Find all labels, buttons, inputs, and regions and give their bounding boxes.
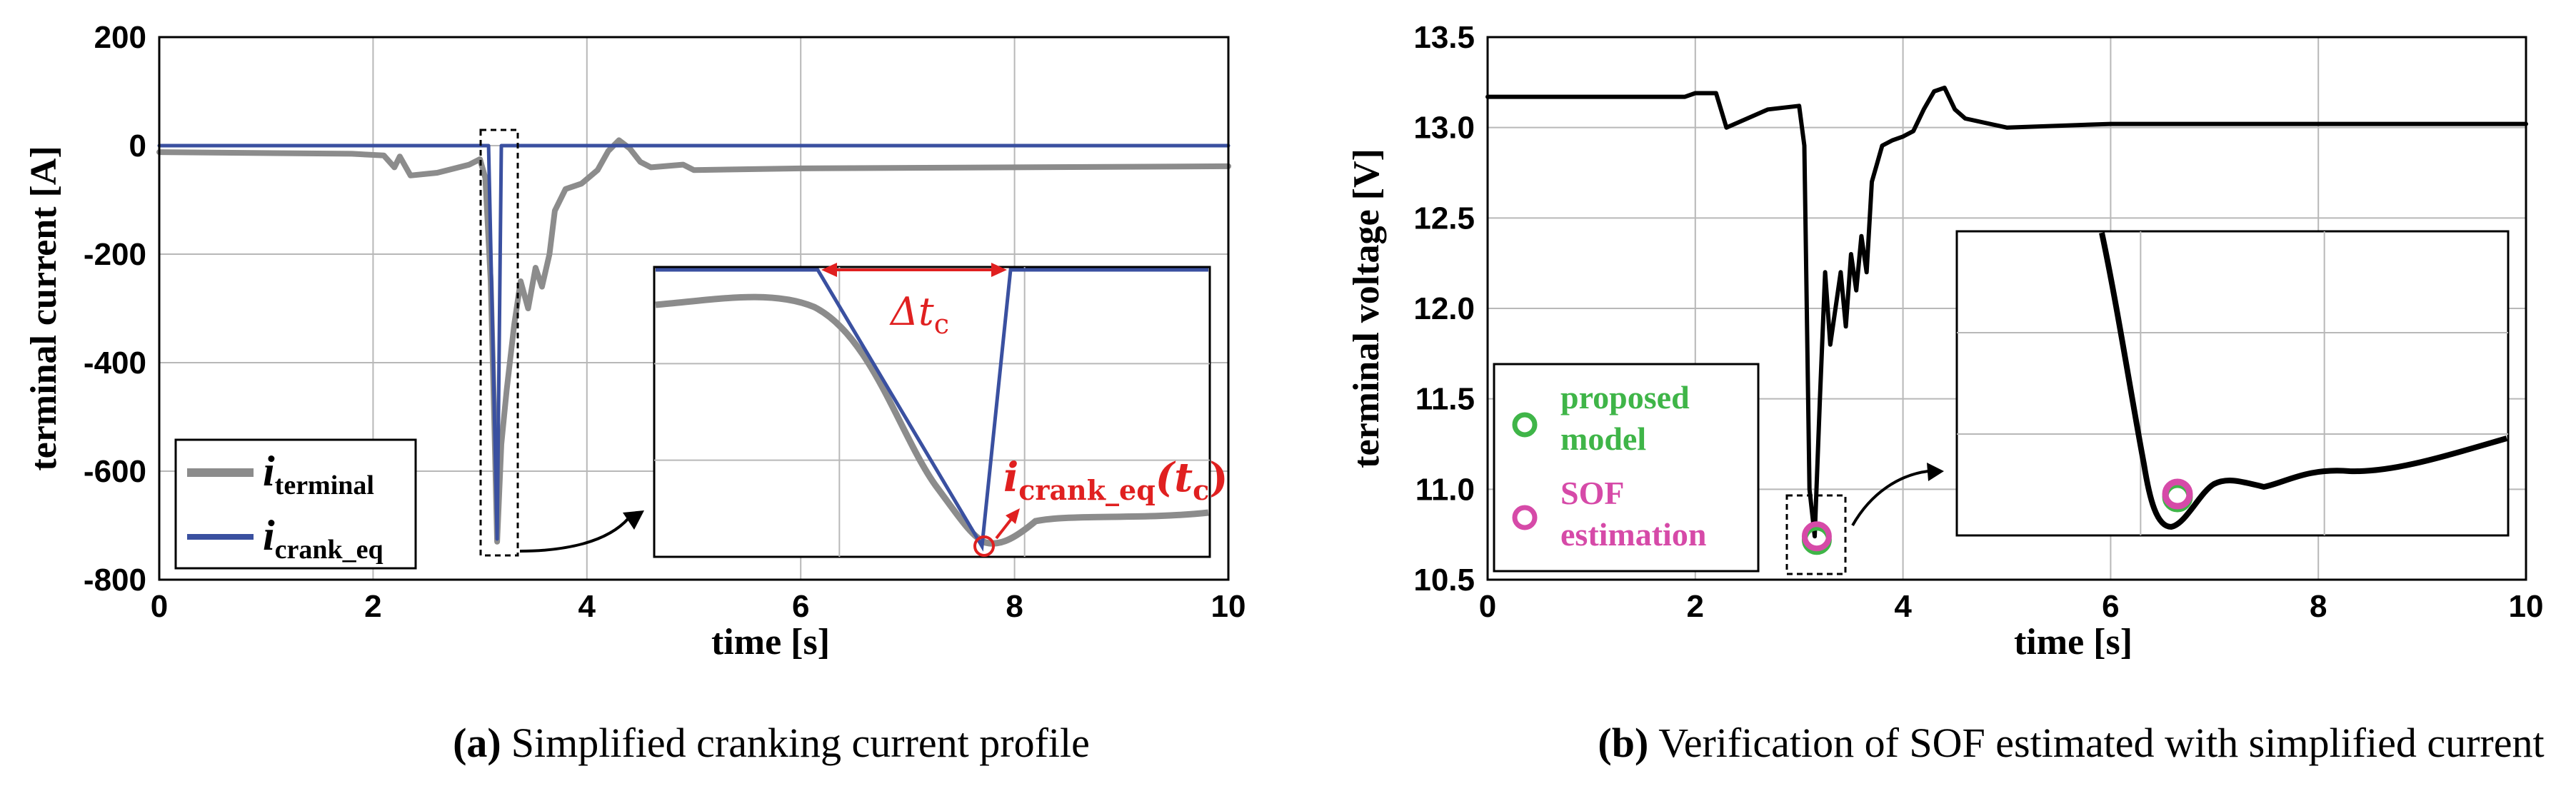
- a-delta-arrowhead-right: [991, 263, 1007, 277]
- a-ytick-3: -400: [84, 346, 146, 381]
- b-series-voltage-line: [1485, 85, 2528, 539]
- b-ytick-4: 11.5: [1415, 382, 1475, 417]
- a-legend-terminal-main: i: [263, 448, 275, 495]
- panel-b: 0 2 4 6 8 10 13.5 13.0 12.5 12.0 11.5 11.0 10.5 time…: [1346, 20, 2545, 766]
- a-crank-point-marker: [973, 535, 995, 557]
- b-legend-sof-line1: SOF: [1560, 475, 1624, 511]
- a-point-sub: crank_eq: [1018, 474, 1155, 506]
- a-ylabel: terminal current [A]: [24, 146, 64, 470]
- a-legend-box: [174, 438, 417, 570]
- a-legend: iterminal icrank_eq: [174, 438, 417, 570]
- b-ytick-0: 13.5: [1413, 20, 1475, 55]
- b-xtick-1: 2: [1687, 589, 1704, 624]
- a-inset-terminal-line: [655, 293, 1209, 547]
- b-legend-sof-symbol: [1512, 505, 1538, 530]
- b-legend: proposed model SOF estimation: [1493, 363, 1760, 573]
- a-xtick-0: 0: [151, 589, 168, 624]
- a-ytick-2: -200: [84, 237, 146, 272]
- a-ytick-4: -600: [84, 454, 146, 489]
- a-legend-crank-sub: crank_eq: [275, 535, 384, 565]
- a-legend-terminal-sub: terminal: [275, 470, 374, 500]
- a-caption: (a) Simplified cranking current profile: [453, 720, 1090, 766]
- b-inset-sof-marker: [2162, 478, 2193, 510]
- a-plot-frame: [158, 36, 1230, 581]
- a-point-arg-close: ): [1209, 454, 1228, 501]
- a-ticks: 0 2 4 6 8 10 200 0 -200 -400 -600 -800: [84, 20, 1246, 624]
- b-caption-letter: (b): [1598, 720, 1648, 766]
- a-xtick-4: 8: [1006, 589, 1023, 624]
- b-xlabel: time [s]: [2014, 622, 2133, 663]
- a-point-arrowhead: [1006, 508, 1020, 524]
- a-zoom-arrowhead: [623, 510, 644, 530]
- a-point-arg-sub: c: [1193, 474, 1209, 506]
- a-xtick-3: 6: [792, 589, 809, 624]
- b-inset: [1955, 230, 2510, 537]
- a-xtick-1: 2: [364, 589, 381, 624]
- a-inset-frame: [653, 266, 1211, 558]
- a-inset-crank-line: [656, 268, 1208, 552]
- b-caption-text: Verification of SOF estimated with simpl…: [1658, 720, 2544, 766]
- a-caption-text: Simplified cranking current profile: [511, 720, 1090, 766]
- b-marker-sof: [1801, 521, 1832, 552]
- b-ytick-3: 12.0: [1413, 291, 1475, 326]
- a-delta-main: Δt: [889, 289, 934, 334]
- b-ytick-6: 10.5: [1413, 563, 1475, 598]
- b-inset-voltage-line: [2099, 232, 2508, 530]
- a-delta-sub: c: [934, 308, 949, 340]
- a-xtick-2: 4: [578, 589, 596, 624]
- a-delta-arrowhead-left: [821, 263, 837, 277]
- a-point-main: i: [1003, 454, 1018, 501]
- b-legend-proposed-symbol: [1512, 412, 1538, 438]
- b-legend-proposed-line2: model: [1560, 420, 1646, 457]
- b-ytick-1: 13.0: [1413, 111, 1475, 146]
- b-ticks: 0 2 4 6 8 10 13.5 13.0 12.5 12.0 11.5 11.0 10.5: [1413, 20, 2543, 624]
- b-inset-grid: [1957, 231, 2508, 535]
- a-series-i-terminal-line: [156, 137, 1231, 545]
- b-xtick-5: 10: [2509, 589, 2544, 624]
- b-xtick-4: 8: [2310, 589, 2327, 624]
- b-ytick-2: 12.5: [1413, 201, 1475, 236]
- b-zoom-arrow: [1851, 470, 1929, 526]
- b-ylabel: terminal voltage [V]: [1346, 148, 1387, 468]
- b-legend-box: [1493, 363, 1760, 573]
- a-point-label: icrank_eq(tc): [1003, 454, 1228, 506]
- a-zoom-box: [479, 129, 519, 557]
- b-zoom-arrowhead: [1927, 463, 1944, 481]
- a-ytick-5: -800: [84, 563, 146, 598]
- a-ytick-0: 200: [94, 20, 146, 55]
- b-legend-sof-line2: estimation: [1560, 516, 1706, 553]
- a-series-i-crank-eq-line: [157, 143, 1231, 541]
- a-delta-label: Δtc: [889, 289, 949, 340]
- b-xtick-3: 6: [2102, 589, 2119, 624]
- a-xlabel: time [s]: [711, 622, 830, 663]
- b-zoom-box: [1785, 494, 1847, 575]
- b-series: [1485, 85, 2528, 555]
- b-ytick-5: 11.0: [1415, 472, 1475, 507]
- b-xtick-2: 4: [1894, 589, 1912, 624]
- a-point-arg-open: (t: [1156, 454, 1193, 501]
- a-series: [156, 137, 1231, 545]
- a-zoom-arrow: [519, 517, 630, 553]
- b-inset-frame: [1955, 230, 2510, 537]
- a-ytick-1: 0: [129, 129, 146, 163]
- a-legend-label-crank: icrank_eq: [263, 512, 384, 565]
- panel-a: 0 2 4 6 8 10 200 0 -200 -400 -600 -800 time [s] ter…: [24, 20, 1246, 766]
- a-legend-crank-main: i: [263, 512, 275, 559]
- a-legend-label-terminal: iterminal: [263, 448, 374, 500]
- a-caption-letter: (a): [453, 720, 501, 766]
- b-caption: (b) Verification of SOF estimated with si…: [1598, 720, 2544, 766]
- b-plot-frame: [1486, 36, 2527, 581]
- a-xtick-5: 10: [1211, 589, 1246, 624]
- b-legend-proposed-line1: proposed: [1560, 379, 1690, 415]
- a-inset: Δtc icrank_eq(tc): [653, 263, 1228, 558]
- b-xtick-0: 0: [1479, 589, 1496, 624]
